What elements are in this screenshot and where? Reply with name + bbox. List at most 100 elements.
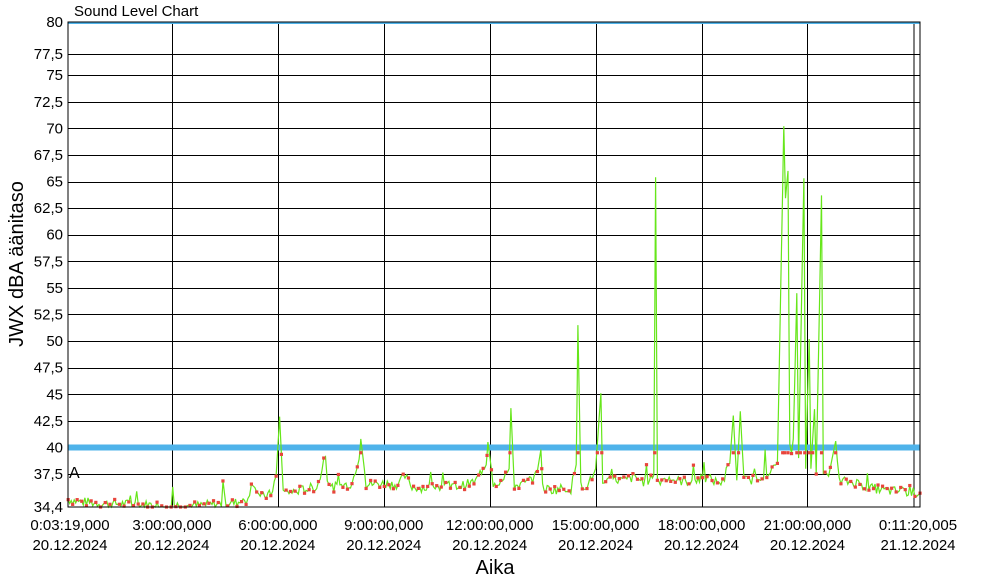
series-marker	[751, 473, 755, 477]
series-marker	[858, 482, 862, 486]
series-marker	[312, 490, 316, 494]
series-marker	[786, 451, 790, 455]
series-marker	[807, 451, 811, 455]
series-marker	[517, 486, 521, 491]
series-marker	[567, 489, 571, 493]
series-marker	[664, 479, 668, 483]
series-marker	[284, 488, 288, 492]
x-tick-time-label: 0:11:20,005	[879, 517, 957, 534]
y-tick-labels: 34,4 37,5 40 42,5 45 47,5 50 52,5 55 57,5 60 62,5 65…	[34, 14, 63, 516]
series-marker	[244, 502, 248, 507]
series-marker	[736, 451, 741, 455]
y-tick-label: 45	[46, 386, 63, 403]
y-tick-label: 50	[46, 333, 63, 350]
series-marker	[202, 502, 206, 506]
series-marker	[828, 465, 832, 469]
series-marker	[458, 485, 462, 489]
series-marker	[288, 489, 293, 494]
x-tick-date-label: 20.12.2024	[664, 537, 739, 554]
series-marker	[113, 497, 117, 502]
series-marker	[721, 477, 725, 481]
y-tick-label: 37,5	[34, 466, 63, 483]
series-marker	[913, 494, 917, 498]
series-marker	[798, 451, 802, 455]
x-tick-date-label: 20.12.2024	[558, 537, 633, 554]
series-marker	[298, 484, 302, 488]
series-marker	[378, 485, 382, 489]
x-tick-time-label: 21:00:00,000	[764, 517, 852, 534]
y-tick-label: 55	[46, 280, 63, 297]
series-marker	[508, 451, 512, 455]
series-marker	[604, 480, 608, 484]
series-marker	[839, 482, 843, 486]
series-marker	[673, 480, 677, 484]
y-tick-label: 40	[46, 439, 63, 456]
y-tick-label: 65	[46, 174, 63, 191]
series-marker	[316, 479, 321, 484]
series-marker	[876, 483, 880, 487]
series-marker	[391, 487, 395, 491]
grid-layer	[68, 22, 920, 507]
series-marker	[678, 477, 682, 481]
series-marker	[249, 482, 253, 486]
series-marker	[710, 478, 714, 483]
series-marker	[853, 485, 857, 489]
y-tick-label: 67,5	[34, 147, 63, 164]
x-tick-date-label: 20.12.2024	[134, 537, 209, 554]
series-marker	[211, 499, 216, 503]
series-marker	[803, 451, 807, 455]
series-marker	[880, 484, 885, 488]
chart-title: Sound Level Chart	[74, 3, 199, 20]
x-tick-date-label: 20.12.2024	[240, 537, 315, 554]
series-marker	[359, 451, 363, 455]
series-marker	[421, 484, 425, 489]
series-marker	[160, 504, 164, 508]
series-marker	[103, 500, 107, 505]
series-marker	[903, 488, 907, 492]
series-marker	[871, 487, 876, 491]
series-marker	[411, 484, 416, 488]
series-marker	[867, 488, 871, 492]
series-marker	[576, 451, 580, 455]
x-tick-time-label: 12:00:00,000	[446, 517, 534, 534]
x-tick-time-label: 15:00:00,000	[552, 517, 640, 534]
series-marker	[193, 500, 197, 504]
series-marker	[197, 503, 202, 508]
series-marker	[760, 477, 764, 481]
series-marker	[789, 451, 794, 456]
series-marker	[669, 479, 673, 483]
series-marker	[613, 474, 617, 478]
series-marker	[255, 490, 259, 494]
series-marker	[696, 476, 700, 480]
series-marker	[512, 487, 517, 491]
x-tick-date-label: 21.12.2024	[880, 537, 955, 554]
series-marker	[823, 470, 827, 474]
series-marker	[535, 469, 539, 474]
marker-a-label: A	[69, 465, 80, 482]
y-tick-label: 62,5	[34, 200, 63, 217]
x-tick-date-label: 20.12.2024	[770, 537, 845, 554]
series-marker	[141, 502, 145, 506]
series-marker	[122, 504, 126, 508]
series-marker	[481, 466, 485, 470]
series-marker	[844, 477, 848, 481]
series-marker	[350, 482, 354, 486]
series-marker	[188, 503, 192, 508]
series-marker	[580, 487, 584, 491]
x-tick-labels: 0:03:19,000 20.12.2024 3:00:00,000 20.12.20…	[30, 517, 957, 554]
series-marker	[279, 452, 283, 456]
series-marker	[485, 453, 489, 458]
series-marker	[644, 463, 649, 467]
series-marker	[557, 488, 561, 493]
series-marker	[631, 472, 635, 476]
series-marker	[155, 500, 159, 504]
series-marker	[332, 490, 336, 494]
series-marker	[80, 499, 84, 503]
x-tick-date-label: 20.12.2024	[346, 537, 421, 554]
series-marker	[775, 461, 780, 465]
series-marker	[216, 500, 220, 505]
series-marker	[462, 487, 467, 492]
series-marker	[649, 473, 653, 477]
y-tick-label: 57,5	[34, 253, 63, 270]
